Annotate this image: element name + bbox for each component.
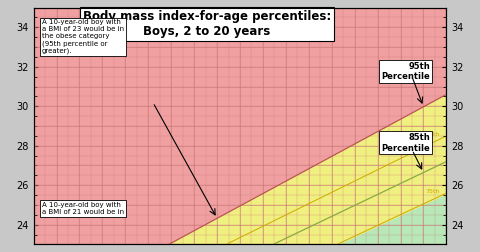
Text: 90th: 90th — [425, 132, 440, 137]
Text: Body mass index-for-age percentiles:
Boys, 2 to 20 years: Body mass index-for-age percentiles: Boy… — [83, 10, 331, 38]
Text: 85th
Percentile: 85th Percentile — [381, 133, 430, 152]
Text: 95th
Percentile: 95th Percentile — [381, 62, 430, 81]
Text: A 10-year-old boy with
a BMI of 23 would be in
the obese category
(95th percenti: A 10-year-old boy with a BMI of 23 would… — [42, 19, 124, 54]
Text: A 10-year-old boy with
a BMI of 21 would be in: A 10-year-old boy with a BMI of 21 would… — [42, 202, 124, 215]
Text: 75th: 75th — [425, 189, 440, 194]
